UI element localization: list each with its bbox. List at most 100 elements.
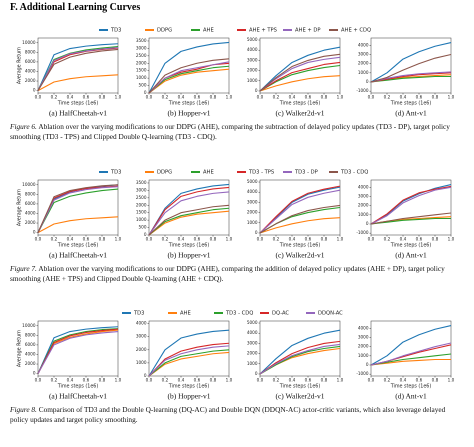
subplot-caption: (d) Ant-v1 [395,392,427,401]
x-tick-label: 0.6 [83,95,90,100]
y-tick-label: 2000 [358,61,369,66]
caption-text: Ablation over the varying modifications … [10,122,450,141]
x-axis-label: Time steps (1e6) [390,384,432,390]
y-tick-label: 4000 [247,189,258,194]
series-line [148,329,230,377]
x-tick-label: 0.6 [416,95,423,100]
series-line [370,353,452,366]
x-tick-label: 0.4 [400,237,407,242]
y-tick-label: 4000 [358,42,369,47]
x-tick-label: 0.6 [305,95,312,100]
y-tick-label: 4000 [358,184,369,189]
y-tick-label: 1000 [247,220,258,225]
series-line [259,217,341,234]
y-tick-label: 4000 [25,351,36,356]
y-tick-label: 3000 [136,45,147,50]
x-tick-label: 0.0 [368,237,375,242]
x-tick-label: 0.2 [384,95,391,100]
y-tick-label: 2000 [358,203,369,208]
x-tick-label: 0.2 [273,237,280,242]
legend-label: TD3 - CDQ [340,170,368,176]
x-tick-label: 0.4 [178,95,185,100]
x-axis-label: Time steps (1e6) [390,101,432,107]
caption-label: Figure 7. [10,264,37,273]
series-line [370,217,451,225]
series-line [259,204,341,234]
y-tick-label: 6000 [25,59,36,64]
y-tick-label: 4000 [247,47,258,52]
series-line [259,186,341,234]
x-axis-label: Time steps (1e6) [168,384,210,390]
y-tick-label: 0 [255,88,258,93]
x-axis-label: Time steps (1e6) [279,101,321,107]
x-tick-label: 0.0 [146,95,153,100]
x-tick-label: 0.4 [67,237,74,242]
series-line [148,191,230,236]
y-tick-label: 3000 [247,199,258,204]
y-tick-label: 1000 [358,212,369,217]
y-tick-label: 2500 [136,195,147,200]
section-title: F. Additional Learning Curves [10,2,141,13]
y-tick-label: 3000 [358,52,369,57]
y-tick-label: 0 [144,90,147,95]
y-tick-label: 2000 [136,202,147,207]
legend-label: AHE [180,311,191,317]
series-line [259,345,341,375]
y-tick-label: 1000 [136,360,147,365]
series-line [37,74,119,92]
y-tick-label: 10000 [22,182,36,187]
series-line [370,325,452,366]
series-line [37,43,119,91]
series-line [148,186,230,236]
y-tick-label: 2000 [25,220,36,225]
x-tick-label: 0.8 [321,237,328,242]
x-tick-label: 0.8 [432,95,439,100]
x-tick-label: 0.2 [51,378,58,383]
series-line [148,204,230,236]
series-line [370,184,452,225]
x-tick-label: 1.0 [337,378,344,383]
series-line [37,188,119,233]
x-axis-label: Time steps (1e6) [57,243,99,249]
series-line [148,207,230,236]
y-tick-label: 2000 [358,344,369,349]
x-tick-label: 1.0 [115,95,122,100]
y-tick-label: 6000 [25,342,36,347]
series-line [37,330,119,374]
series-line [370,185,452,225]
x-axis-label: Time steps (1e6) [390,243,432,249]
y-tick-label: 8000 [25,332,36,337]
y-tick-label: 5000 [247,320,258,325]
x-tick-label: 1.0 [448,378,455,383]
x-axis-label: Time steps (1e6) [57,384,99,390]
y-tick-label: -1000 [356,88,369,93]
series-line [370,358,451,366]
series-line [37,326,119,374]
subplot-caption: (c) Walker2d-v1 [275,251,324,260]
x-tick-label: 0.0 [257,95,264,100]
series-line [259,61,341,92]
y-tick-label: 2000 [25,78,36,83]
y-tick-label: 0 [255,371,258,376]
series-line [370,53,452,83]
y-tick-label: 0 [33,371,36,376]
legend-label: DDQN-AC [318,311,343,317]
series-line [259,56,341,92]
series-line [148,342,230,377]
series-line [148,68,230,94]
series-line [370,72,452,83]
x-tick-label: 0.8 [99,378,106,383]
x-tick-label: 0.6 [416,378,423,383]
x-tick-label: 0.6 [194,237,201,242]
series-line [148,65,230,94]
y-tick-label: 3000 [247,57,258,62]
y-tick-label: 2000 [247,210,258,215]
x-tick-label: 0.8 [321,378,328,383]
x-tick-label: 0.2 [162,95,169,100]
y-tick-label: 0 [33,88,36,93]
x-tick-label: 0.2 [273,95,280,100]
y-axis-label: Average Return [17,330,23,367]
series-line [370,42,452,83]
y-tick-label: 2000 [25,361,36,366]
